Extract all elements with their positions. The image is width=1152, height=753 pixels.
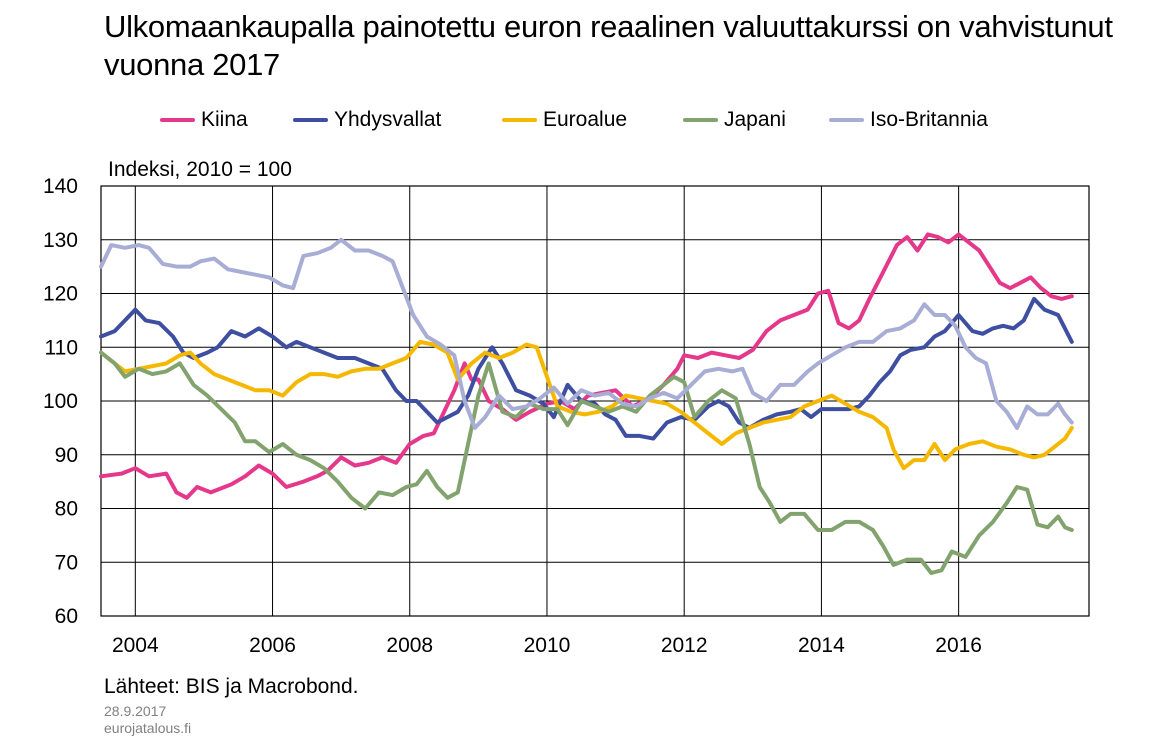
chart-title: Ulkomaankaupalla painotettu euron reaali… <box>104 9 1113 82</box>
legend-swatch <box>293 118 328 122</box>
y-tick-label: 140 <box>43 175 78 198</box>
x-tick-label: 2010 <box>524 634 571 657</box>
x-tick-label: 2016 <box>935 634 982 657</box>
y-tick-label: 100 <box>43 390 78 413</box>
series-line-yhdysvallat <box>99 296 1074 441</box>
publish-date: 28.9.2017 <box>104 703 167 719</box>
series-line-iso-britannia <box>99 237 1074 430</box>
legend-swatch <box>160 118 195 122</box>
y-tick-label: 70 <box>55 551 78 574</box>
plot-frame <box>100 185 1090 617</box>
y-tick-label: 110 <box>45 336 78 359</box>
y-tick-label: 130 <box>43 229 78 252</box>
site-name: eurojatalous.fi <box>104 720 192 736</box>
x-tick-label: 2004 <box>112 634 159 657</box>
legend-swatch <box>683 118 718 122</box>
y-tick-label: 60 <box>55 605 78 628</box>
legend-item-iso-britannia: Iso-Britannia <box>829 108 988 132</box>
legend-item-yhdysvallat: Yhdysvallat <box>293 108 441 132</box>
y-tick-label: 120 <box>43 283 78 306</box>
x-tick-label: 2008 <box>386 634 433 657</box>
x-tick-label: 2014 <box>798 634 845 657</box>
y-tick-label: 90 <box>55 444 78 467</box>
source-note: Lähteet: BIS ja Macrobond. <box>104 675 359 698</box>
chart-legend: Kiina Yhdysvallat Euroalue Japani Iso-Br… <box>0 108 1152 138</box>
legend-label: Euroalue <box>543 108 628 131</box>
legend-label: Yhdysvallat <box>334 108 442 131</box>
legend-item-kiina: Kiina <box>160 108 248 132</box>
y-unit-label: Indeksi, 2010 = 100 <box>108 158 292 181</box>
legend-label: Japani <box>724 108 786 131</box>
legend-label: Iso-Britannia <box>870 108 988 131</box>
legend-swatch <box>829 118 864 122</box>
legend-label: Kiina <box>201 108 248 131</box>
x-tick-label: 2006 <box>249 634 296 657</box>
y-tick-label: 80 <box>55 498 78 521</box>
series-line-japani <box>99 350 1074 575</box>
x-tick-label: 2012 <box>661 634 708 657</box>
series-line-euroalue <box>99 339 1074 471</box>
legend-item-japani: Japani <box>683 108 786 132</box>
legend-swatch <box>502 118 537 122</box>
legend-item-euroalue: Euroalue <box>502 108 627 132</box>
series-line-kiina <box>99 232 1074 500</box>
